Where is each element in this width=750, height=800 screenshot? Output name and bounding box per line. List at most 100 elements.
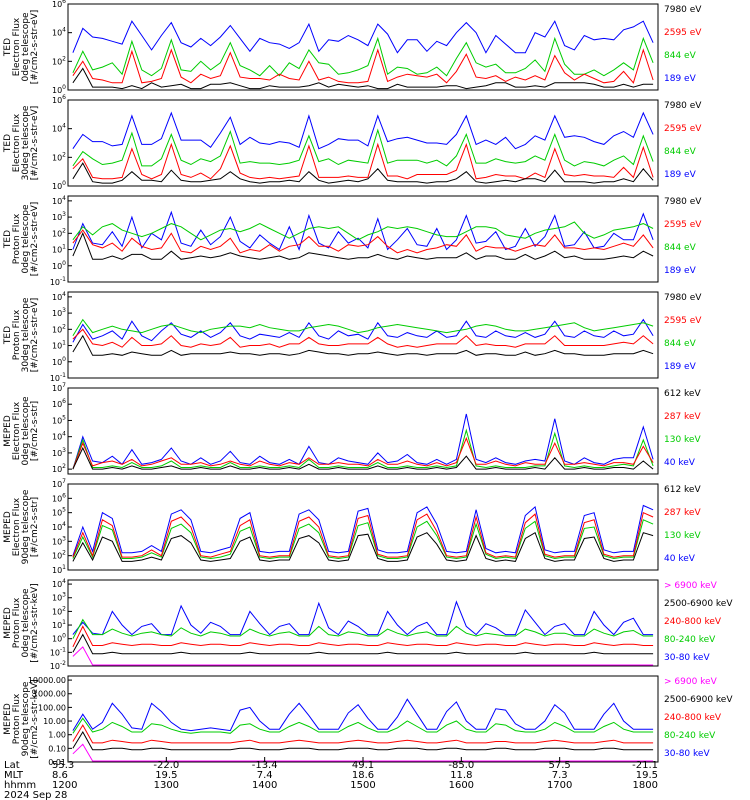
panel-8-ytick-label-2: 0.10: [48, 744, 66, 753]
panel-3-legend-2: 2595 eV: [664, 220, 702, 230]
xtick-hhmm-2: 1300: [154, 780, 179, 791]
panel-2-ytick-label-2: 102: [52, 151, 66, 162]
panel-4-legend-2: 2595 eV: [664, 316, 702, 326]
panel-1-legend-1: 7980 eV: [664, 5, 702, 15]
panel-3-legend-1: 7980 eV: [664, 197, 702, 207]
panel-4-frame: [67, 291, 659, 379]
panel-6-series-1: [72, 504, 654, 556]
xtick-mlt-6: 7.3: [552, 770, 568, 781]
panel-3: 10-1 100 101 102 103 104 TEDProton Flux0deg te…: [3, 195, 702, 287]
panel-4-ytick-label-5: 103: [52, 307, 66, 318]
panel-8-ytick-label-7: 10000.00: [28, 676, 66, 685]
panel-8-legend-4: 80-240 keV: [664, 731, 716, 741]
xtick-hhmm-3: 1400: [252, 780, 277, 791]
panel-5-ytick-label-1: 102: [52, 463, 66, 474]
panel-8-ytick-label-5: 100.00: [38, 703, 66, 712]
panel-2-legend-3: 844 eV: [664, 147, 697, 157]
panel-4: 10-1 100 101 102 103 104 TEDProton Flux30deg t…: [3, 291, 702, 383]
panel-6-ylabel: MEPEDElectron Flux90deg telescope[#/cm2-…: [3, 489, 40, 564]
xtick-mlt-1: 8.6: [52, 770, 68, 781]
panel-4-ytick-label-3: 101: [52, 340, 66, 351]
xtick-lat-1: 55.3: [52, 760, 74, 771]
xtick-hhmm-1: 1200: [52, 780, 77, 791]
panel-6-ytick-label-4: 104: [52, 521, 66, 532]
panel-6-legend-4: 40 keV: [664, 554, 696, 564]
panel-1-series-1: [72, 20, 654, 54]
panel-3-legend-3: 844 eV: [664, 243, 697, 253]
panel-2-ytick-label-4: 106: [52, 94, 66, 105]
panel-6: 101 102 103 104 105 106 107 MEPEDElectron Flux9…: [3, 478, 701, 575]
xaxis-row-label-lat: Lat: [4, 760, 20, 771]
panel-8-legend-1: > 6900 keV: [664, 677, 718, 687]
xaxis-row-label-mlt: MLT: [4, 770, 24, 781]
panel-1-ytick-label-4: 106: [52, 0, 66, 9]
panel-5-legend-2: 287 keV: [664, 412, 701, 422]
panel-8-ytick-label-1: 0.01: [48, 758, 66, 767]
panel-4-series-2: [72, 318, 654, 337]
panel-3-frame: [67, 195, 659, 283]
panel-1: 100 102 104 106 TEDElectron Flux0deg telesco…: [3, 0, 702, 95]
panel-5-ytick-label-2: 103: [52, 447, 66, 458]
panel-7-ytick-label-2: 10-1: [50, 646, 66, 657]
panel-7-series-2: [72, 618, 654, 639]
panel-6-ytick-label-7: 107: [52, 478, 66, 489]
panel-5-series-2: [72, 428, 654, 470]
xaxis-row-label-hhmm: hhmm: [4, 780, 36, 791]
panel-1-legend-2: 2595 eV: [664, 28, 702, 38]
panel-6-series-2: [72, 519, 654, 560]
panel-4-series-4: [72, 334, 654, 356]
panel-1-ylabel: TEDElectron Flux0deg telescope[#/cm2-s-s…: [3, 10, 40, 85]
panel-stack: 100 102 104 106 TEDElectron Flux0deg telesco…: [3, 0, 733, 767]
xtick-mlt-5: 11.8: [450, 770, 472, 781]
panel-4-legend-1: 7980 eV: [664, 293, 702, 303]
panel-8-ytick-label-3: 1.00: [48, 731, 66, 740]
panel-6-legend-1: 612 keV: [664, 485, 701, 495]
panel-4-ytick-label-6: 104: [52, 291, 66, 302]
panel-5-ytick-label-6: 107: [52, 382, 66, 393]
xtick-lat-3: -13.4: [252, 760, 278, 771]
panel-8-series-4: [72, 731, 654, 751]
panel-4-series-1: [72, 318, 654, 343]
panel-5-legend-4: 40 keV: [664, 458, 696, 468]
xtick-hhmm-4: 1500: [350, 780, 375, 791]
xtick-mlt-7: 19.5: [636, 770, 658, 781]
panel-5: 102 103 104 105 106 107 MEPEDElectron Flux0deg…: [3, 382, 701, 475]
panel-3-series-3: [72, 229, 654, 254]
panel-8-ytick-label-6: 1000.00: [33, 690, 66, 699]
panel-5-series-1: [72, 413, 654, 470]
panel-2-legend-4: 189 eV: [664, 170, 697, 180]
panel-4-ytick-label-1: 10-1: [50, 372, 66, 383]
panel-1-series-2: [72, 36, 654, 77]
panel-1-legend-3: 844 eV: [664, 51, 697, 61]
panel-7: 10-2 10-1 100 101 102 103 104 MEPEDProton Flux0…: [3, 578, 733, 671]
panel-7-ytick-label-1: 10-2: [50, 660, 66, 671]
panel-1-frame: [67, 3, 659, 91]
panel-8-ytick-label-4: 10.00: [43, 717, 66, 726]
panel-2-ylabel: TEDElectron Flux30deg telescope[#/cm2-s-…: [3, 105, 40, 180]
panel-5-legend-3: 130 keV: [664, 435, 701, 445]
panel-6-legend-2: 287 keV: [664, 508, 701, 518]
panel-2-ytick-label-3: 104: [52, 123, 66, 134]
panel-7-legend-1: > 6900 keV: [664, 581, 718, 591]
panel-7-ytick-label-4: 101: [52, 619, 66, 630]
panel-7-series-3: [72, 625, 654, 648]
panel-8: 0.01 0.10 1.00 10.00 100.00 1000.00 10000.00ME…: [3, 675, 733, 767]
panel-5-ytick-label-3: 104: [52, 431, 66, 442]
panel-2-frame: [67, 99, 659, 187]
panel-6-series-4: [72, 531, 654, 562]
panel-5-ytick-label-5: 106: [52, 398, 66, 409]
panel-1-series-3: [72, 48, 654, 84]
panel-8-ylabel: MEPEDProton Flux90deg telescope[#/cm2-s-…: [3, 679, 40, 758]
panel-2-series-1: [72, 111, 654, 150]
panel-2-series-4: [72, 162, 654, 184]
xtick-mlt-2: 19.5: [155, 770, 177, 781]
panel-5-ylabel: MEPEDElectron Flux0deg telescope[#/cm2-s…: [3, 396, 40, 466]
xtick-hhmm-7: 1800: [633, 780, 658, 791]
panel-4-ylabel: TEDProton Flux30deg telescope[#/cm2-s-st…: [3, 297, 40, 372]
panel-7-legend-4: 80-240 keV: [664, 635, 716, 645]
panel-4-series-3: [72, 328, 654, 348]
panel-6-ytick-label-2: 102: [52, 550, 66, 561]
panel-2-legend-1: 7980 eV: [664, 101, 702, 111]
